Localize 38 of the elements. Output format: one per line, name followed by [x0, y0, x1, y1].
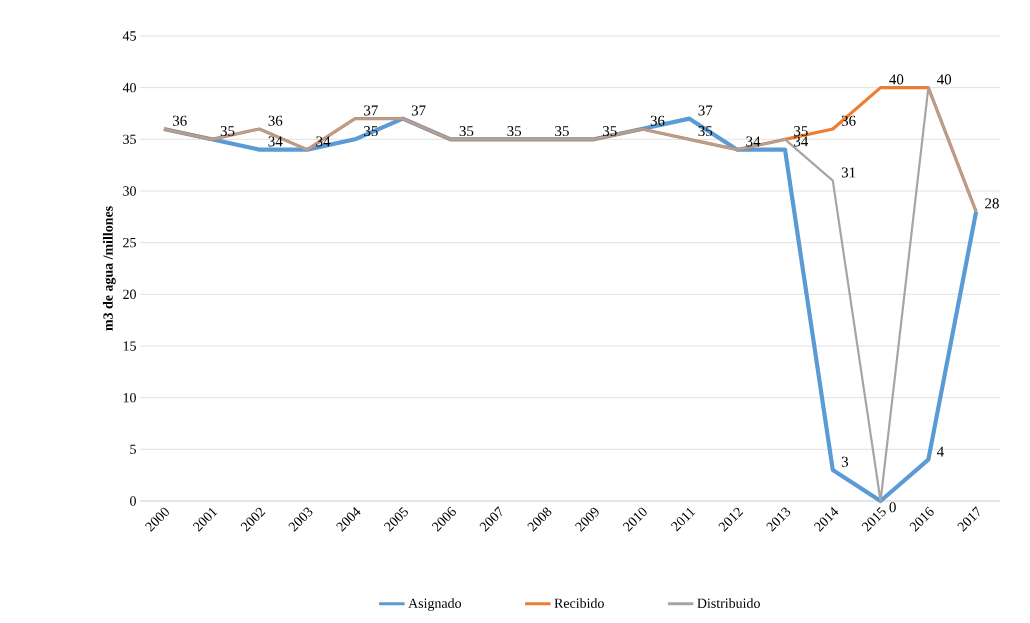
legend-label: Asignado [408, 598, 462, 611]
y-tick-label: 15 [123, 341, 136, 351]
data-label: 3 [841, 456, 849, 467]
data-label: 34 [794, 136, 809, 147]
y-tick-label: 10 [123, 392, 136, 403]
y-tick-label: 20 [123, 289, 136, 300]
data-label: 31 [841, 167, 856, 178]
y-tick-label: 45 [122, 31, 136, 41]
y-tick-label: 5 [130, 444, 136, 454]
y-axis-title: m3 de agua /millones [102, 206, 116, 331]
y-tick-label: 40 [122, 82, 136, 93]
data-label: 35 [794, 126, 808, 137]
data-label: 4 [937, 446, 944, 457]
data-label: 35 [602, 126, 617, 137]
data-label: 40 [889, 74, 904, 85]
data-label: 34 [268, 136, 283, 147]
y-tick-label: 0 [130, 496, 136, 506]
data-label: 36 [841, 115, 856, 126]
data-label: 37 [411, 105, 426, 116]
legend-label: Distribuido [697, 598, 760, 608]
data-label: 40 [937, 74, 952, 85]
data-label: 35 [555, 126, 569, 137]
data-label: 36 [172, 115, 187, 126]
data-label: 35 [507, 126, 522, 137]
data-label: 35 [459, 126, 474, 137]
y-tick-label: 35 [123, 134, 136, 145]
data-label: 36 [268, 115, 283, 126]
data-label: 28 [985, 198, 999, 209]
data-label: 34 [316, 136, 331, 147]
data-label: 37 [364, 105, 378, 116]
y-tick-label: 30 [123, 186, 136, 196]
data-label: 0 [889, 502, 896, 513]
legend-label: Recibido [554, 598, 604, 608]
data-label: 37 [698, 105, 713, 116]
data-label: 34 [746, 136, 761, 147]
y-tick-label: 25 [123, 237, 136, 248]
data-label: 36 [650, 115, 665, 126]
data-label: 35 [220, 126, 235, 137]
